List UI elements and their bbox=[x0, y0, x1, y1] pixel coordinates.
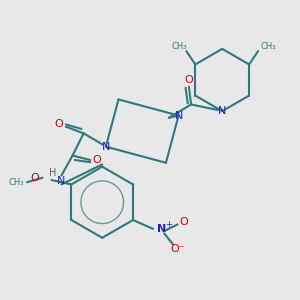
Text: O⁻: O⁻ bbox=[170, 244, 185, 254]
Text: CH₃: CH₃ bbox=[8, 178, 24, 187]
Text: O: O bbox=[30, 173, 39, 183]
Text: N: N bbox=[174, 111, 183, 121]
Text: N: N bbox=[102, 142, 110, 152]
Text: H: H bbox=[49, 168, 56, 178]
Text: O: O bbox=[93, 155, 101, 165]
Text: CH₃: CH₃ bbox=[172, 42, 188, 51]
Text: +: + bbox=[165, 220, 172, 229]
Text: N: N bbox=[157, 224, 167, 234]
Text: CH₃: CH₃ bbox=[260, 42, 276, 51]
Text: N: N bbox=[57, 176, 66, 186]
Text: O: O bbox=[180, 217, 188, 227]
Text: N: N bbox=[218, 106, 226, 116]
Text: O: O bbox=[184, 75, 193, 85]
Text: O: O bbox=[55, 119, 64, 129]
